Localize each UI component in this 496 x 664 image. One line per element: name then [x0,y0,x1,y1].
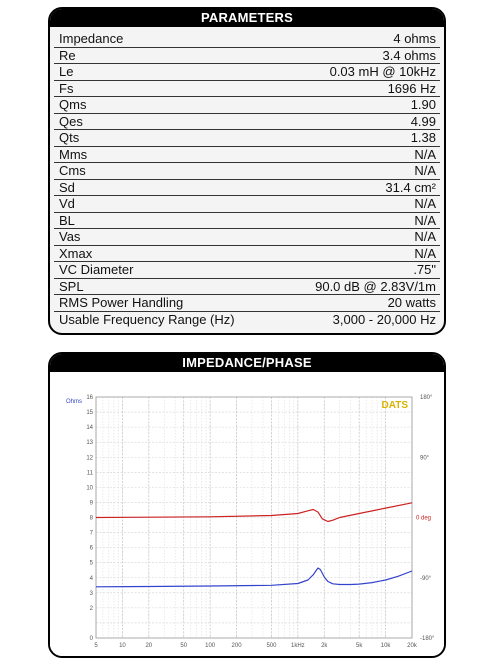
parameter-value: 20 watts [387,295,436,311]
parameter-name: Qes [59,113,83,129]
chart-area: 5 10 20 50 100 200 500 1kHz 2k 5k 10k 20k 0 2 3 4 5 6 7 8 9 1… [50,372,444,656]
y-tick-label: 8 [90,516,94,522]
dats-watermark: DATS [382,400,409,411]
y-tick-label: 9 [90,500,94,506]
y2-tick-label: 0 deg [416,516,431,522]
y-tick-label: 12 [86,455,93,461]
parameter-row: VC Diameter .75" [54,262,440,279]
parameter-value: 3.4 ohms [382,47,436,63]
x-tick-label: 10k [381,643,392,649]
y-tick-label: 5 [90,561,94,567]
y2-tick-label: 180° [420,395,433,401]
parameter-name: Xmax [59,245,93,261]
parameters-title: PARAMETERS [50,9,444,27]
parameter-row: Qes 4.99 [54,113,440,130]
x-tick-label: 20k [407,643,418,649]
y-tick-label: 14 [86,425,93,431]
parameter-row: SPL 90.0 dB @ 2.83V/1m [54,278,440,295]
y2-tick-label: -90° [420,576,432,582]
parameter-value: N/A [414,212,436,228]
parameter-value: 90.0 dB @ 2.83V/1m [315,278,436,294]
parameters-table: Impedance 4 ohms Re 3.4 ohms Le 0.03 mH @ 10k… [54,31,440,328]
x-tick-label: 200 [232,643,243,649]
parameter-row: Le 0.03 mH @ 10kHz [54,64,440,81]
parameter-value: N/A [414,163,436,179]
x-tick-label: 500 [266,643,277,649]
x-tick-label: 5k [356,643,363,649]
parameter-name: BL [59,212,75,228]
y-tick-label: 0 [90,636,94,642]
y-tick-label: 16 [86,395,93,401]
parameter-row: Qms 1.90 [54,97,440,114]
x-tick-label: 100 [205,643,216,649]
y2-tick-label: 90° [420,455,430,461]
parameters-panel: PARAMETERS Impedance 4 ohms Re 3.4 ohms Le 0.… [48,7,446,335]
parameter-value: 0.03 mH @ 10kHz [329,64,436,80]
parameter-value: N/A [414,245,436,261]
parameter-value: 4.99 [410,113,436,129]
parameter-row: Re 3.4 ohms [54,47,440,64]
parameter-row: Impedance 4 ohms [54,31,440,48]
parameter-value: 1.38 [410,130,436,146]
y2-tick-label: -180° [420,636,435,642]
y-tick-label: 11 [87,470,94,476]
parameter-name: Le [59,64,74,80]
parameter-value: 1.90 [410,97,436,113]
y-tick-label: 3 [90,591,94,597]
y-tick-label: 13 [86,440,93,446]
parameter-value: 3,000 - 20,000 Hz [332,312,436,328]
parameter-name: SPL [59,278,84,294]
parameter-name: Qms [59,97,87,113]
x-tick-label: 50 [180,643,187,649]
y-tick-label: 15 [86,410,93,416]
y-axis-label: Ohms [66,399,82,405]
phase-curve [95,502,413,523]
parameter-name: Sd [59,179,75,195]
parameter-row: Vd N/A [54,196,440,213]
parameter-value: N/A [414,229,436,245]
parameter-row: Qts 1.38 [54,130,440,147]
impedance-curve [95,567,413,588]
x-tick-label: 20 [145,643,152,649]
y-tick-label: 6 [90,546,94,552]
parameter-name: Qts [59,130,80,146]
parameter-row: RMS Power Handling 20 watts [54,295,440,312]
parameter-value: 4 ohms [393,31,436,47]
impedance-phase-title: IMPEDANCE/PHASE [50,354,444,372]
x-tick-label: 10 [119,643,126,649]
parameter-value: N/A [414,196,436,212]
parameter-row: Sd 31.4 cm² [54,179,440,196]
parameter-value: .75" [413,262,436,278]
parameter-row: Cms N/A [54,163,440,180]
x-tick-label: 1kHz [291,643,305,649]
parameter-value: N/A [414,146,436,162]
parameter-name: Usable Frequency Range (Hz) [59,312,235,328]
parameter-name: VC Diameter [59,262,134,278]
parameter-name: Fs [59,80,74,96]
parameter-row: Mms N/A [54,146,440,163]
parameter-value: 31.4 cm² [385,179,436,195]
parameter-name: Vas [59,229,81,245]
parameter-name: Vd [59,196,75,212]
parameter-name: RMS Power Handling [59,295,184,311]
parameter-value: 1696 Hz [387,80,436,96]
parameter-name: Cms [59,163,86,179]
parameter-name: Re [59,47,76,63]
impedance-phase-panel: IMPEDANCE/PHASE 5 10 20 50 100 200 500 1kHz 2k 5k… [48,352,446,658]
parameter-row: Usable Frequency Range (Hz) 3,000 - 20,00… [54,312,440,329]
parameter-row: BL N/A [54,212,440,229]
y-tick-label: 10 [86,485,93,491]
x-tick-label: 5 [94,643,98,649]
parameter-name: Impedance [59,31,124,47]
parameter-row: Fs 1696 Hz [54,80,440,97]
y-tick-label: 2 [90,606,94,612]
y-tick-label: 4 [90,576,94,582]
impedance-phase-chart: 5 10 20 50 100 200 500 1kHz 2k 5k 10k 20k 0 2 3 4 5 6 7 8 9 1… [66,395,435,649]
x-tick-label: 2k [321,643,328,649]
parameter-row: Vas N/A [54,229,440,246]
parameter-row: Xmax N/A [54,245,440,262]
parameter-name: Mms [59,146,88,162]
y-tick-label: 7 [90,531,94,537]
